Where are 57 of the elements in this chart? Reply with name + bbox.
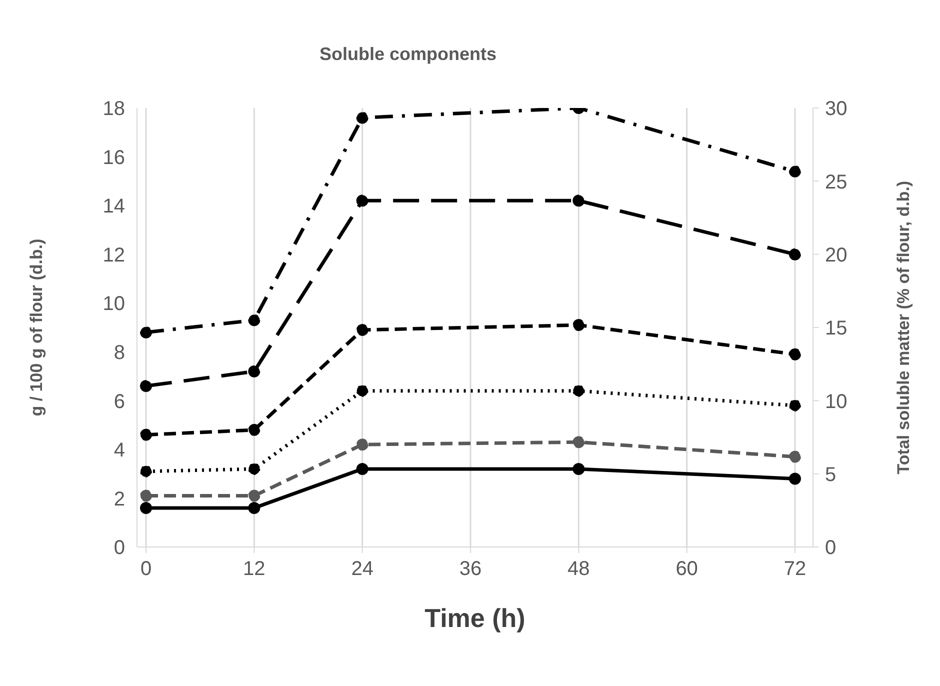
point [140,428,152,441]
point [356,324,368,336]
y2-tick-label: 5 [825,464,836,486]
point [140,465,152,478]
point [356,194,368,207]
point [140,490,152,502]
point [248,365,260,378]
y-tick-label: 6 [114,390,125,413]
point [572,319,585,332]
x-axis-title: Time (h) [424,603,526,633]
point [572,384,585,397]
point [356,112,368,124]
point [788,472,801,485]
y-tick-label: 18 [102,98,125,120]
point [248,314,260,326]
y-tick-label: 12 [102,244,125,266]
y2-axis-title: Total soluble matter (% of flour, d.b.) [894,180,914,474]
point [788,248,801,260]
y-axis-title: g / 100 g of flour (d.b.) [27,238,46,416]
point [356,384,368,397]
y-tick-label: 8 [114,342,125,364]
y-tick-label: 14 [102,196,125,218]
chart-title: Soluble components [319,44,497,64]
point [572,436,585,448]
point [788,450,801,463]
x-tick-label: 24 [351,558,374,580]
point [788,165,801,178]
y2-tick-label: 15 [825,318,848,340]
point [356,462,368,475]
x-tick-label: 36 [459,558,482,580]
point [572,194,585,207]
y-tick-label: 10 [102,293,125,316]
x-tick-label: 12 [243,558,266,580]
point [572,462,585,475]
point [248,462,260,475]
y2-tick-label: 10 [825,390,848,413]
point [788,400,801,412]
y-tick-label: 0 [114,537,125,560]
point [356,438,368,451]
point [140,502,152,514]
x-tick-label: 72 [784,558,806,580]
point [248,490,260,502]
point [248,502,260,514]
x-tick-label: 0 [140,558,152,580]
y-tick-label: 2 [114,488,125,510]
y-tick-label: 4 [114,440,125,462]
y-tick-label: 16 [102,146,125,169]
y2-tick-label: 20 [825,244,848,266]
y2-tick-label: 30 [825,98,848,120]
y2-tick-label: 0 [825,537,836,560]
point [248,424,260,436]
x-tick-label: 60 [676,558,698,580]
y2-tick-label: 25 [825,171,848,194]
x-tick-label: 48 [568,558,590,580]
point [140,326,152,338]
point [140,380,152,392]
point [788,348,801,360]
